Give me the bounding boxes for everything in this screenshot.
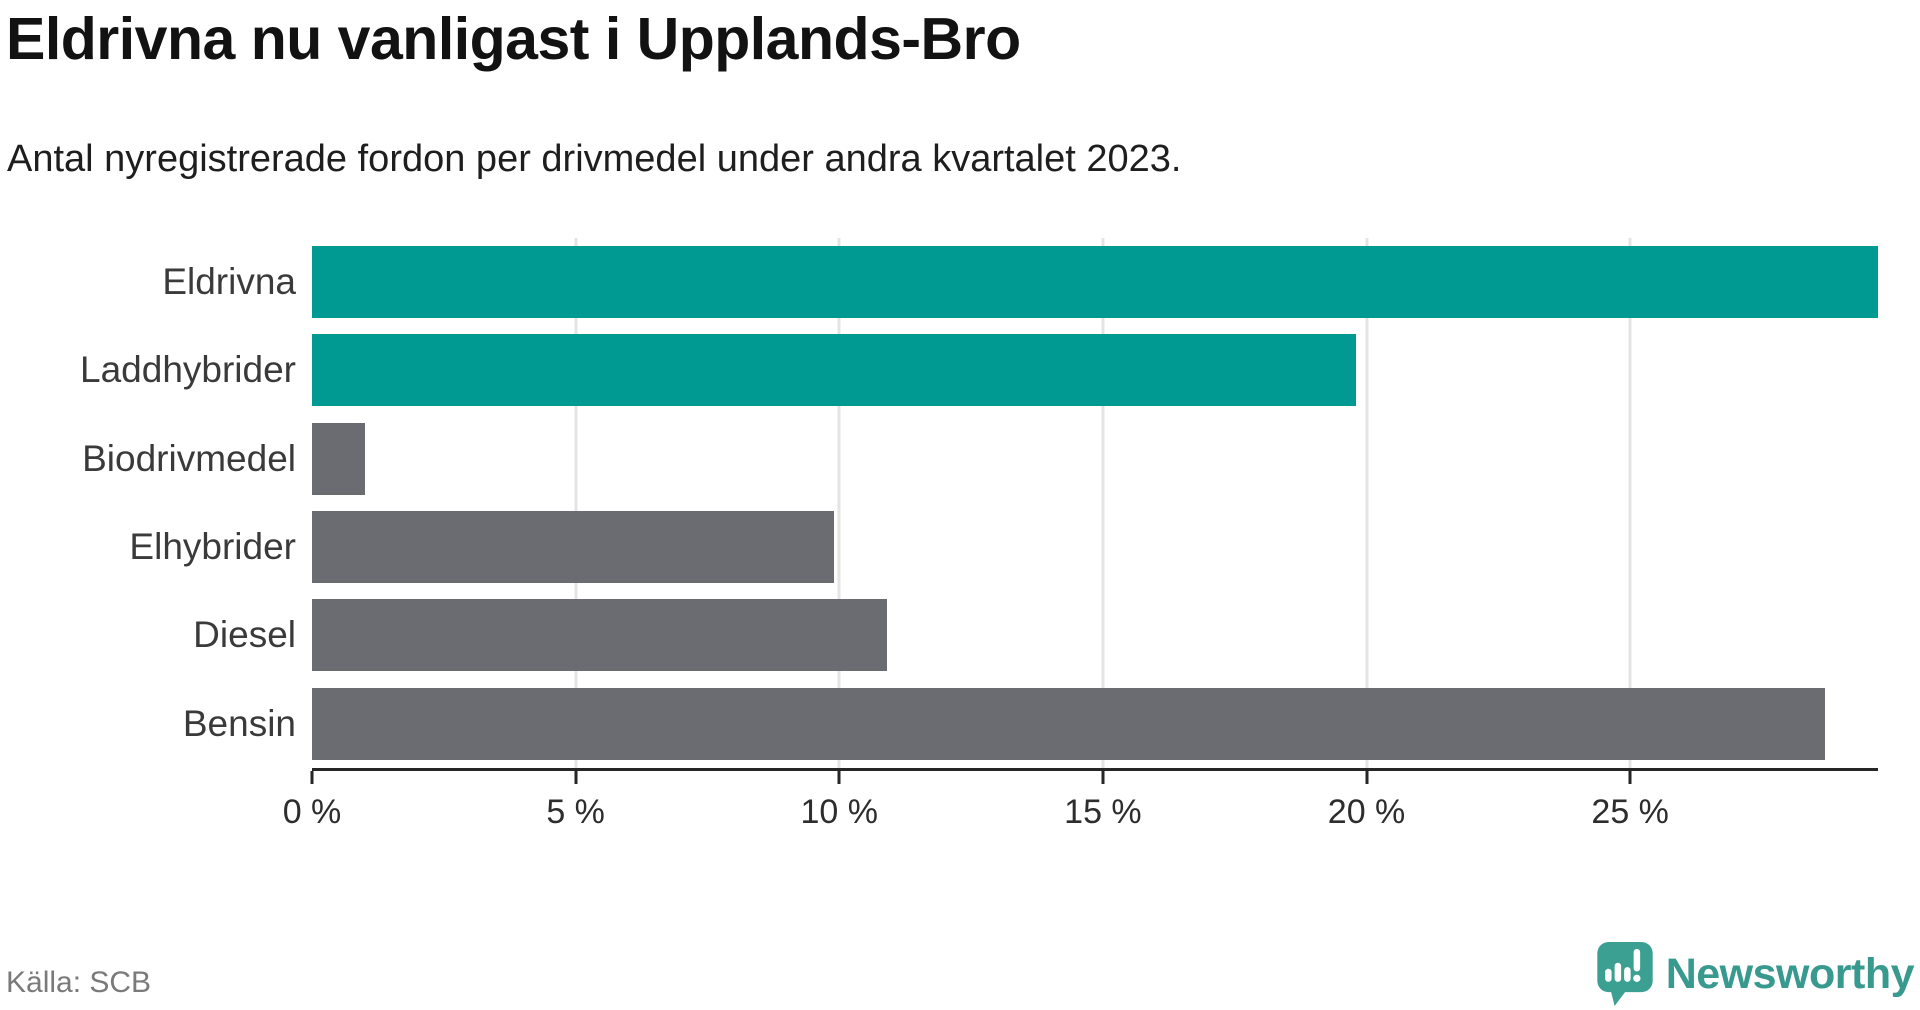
bar-track xyxy=(312,422,1878,495)
bar-bensin xyxy=(312,687,1826,760)
axis-tick-5 xyxy=(574,771,578,784)
bar-track xyxy=(312,246,1878,319)
gridline-25 xyxy=(1628,238,1632,768)
chart-subtitle: Antal nyregistrerade fordon per drivmede… xyxy=(7,138,1182,180)
bar-row: Biodrivmedel xyxy=(0,415,1878,503)
brand-name: Newsworthy xyxy=(1665,949,1915,998)
category-label: Bensin xyxy=(182,702,296,744)
page-title: Eldrivna nu vanligast i Upplands-Bro xyxy=(6,6,1021,72)
category-label: Diesel xyxy=(193,614,296,656)
bar-laddhybrider xyxy=(312,334,1356,407)
gridline-15 xyxy=(1101,238,1105,768)
source-note: Källa: SCB xyxy=(6,966,152,999)
axis-tick-25 xyxy=(1628,771,1632,784)
bar-row: Elhybrider xyxy=(0,503,1878,591)
axis-tick-label: 25 % xyxy=(1591,793,1669,831)
bar-rows: Eldrivna Laddhybrider Biodrivmedel Elhybrid… xyxy=(0,238,1878,768)
bar-track xyxy=(312,511,1878,584)
axis-tick-20 xyxy=(1365,771,1369,784)
bar-row: Diesel xyxy=(0,591,1878,679)
gridline-5 xyxy=(574,238,578,768)
bar-eldrivna xyxy=(312,246,1878,319)
x-axis: 0 % 5 % 10 % 15 % 20 % 25 % xyxy=(283,771,1878,835)
category-label: Eldrivna xyxy=(162,261,296,303)
bar-track xyxy=(312,334,1878,407)
gridline-10 xyxy=(837,238,841,768)
bar-track xyxy=(312,687,1878,760)
axis-tick-0 xyxy=(310,771,314,784)
axis-tick-label: 10 % xyxy=(800,793,879,831)
bar-biodrivmedel xyxy=(312,422,365,495)
axis-tick-label: 5 % xyxy=(546,793,605,831)
bar-row: Eldrivna xyxy=(0,238,1878,326)
category-label: Elhybrider xyxy=(129,526,296,568)
bar-track xyxy=(312,599,1878,672)
axis-tick-15 xyxy=(1101,771,1105,784)
plot-area xyxy=(312,238,1878,771)
axis-tick-label: 0 % xyxy=(282,793,342,831)
gridline-20 xyxy=(1365,238,1369,768)
bar-row: Bensin xyxy=(0,680,1878,768)
axis-tick-10 xyxy=(837,771,841,784)
bar-elhybrider xyxy=(312,511,834,584)
newsworthy-icon xyxy=(1597,942,1653,1006)
category-label: Laddhybrider xyxy=(80,349,296,391)
category-label: Biodrivmedel xyxy=(82,437,296,479)
axis-tick-label: 20 % xyxy=(1327,793,1406,831)
axis-tick-label: 15 % xyxy=(1064,793,1142,831)
bar-chart: Eldrivna Laddhybrider Biodrivmedel Elhybrid… xyxy=(0,238,1878,838)
newsworthy-logo: Newsworthy xyxy=(1597,942,1915,1006)
bar-row: Laddhybrider xyxy=(0,326,1878,414)
bar-diesel xyxy=(312,599,887,672)
